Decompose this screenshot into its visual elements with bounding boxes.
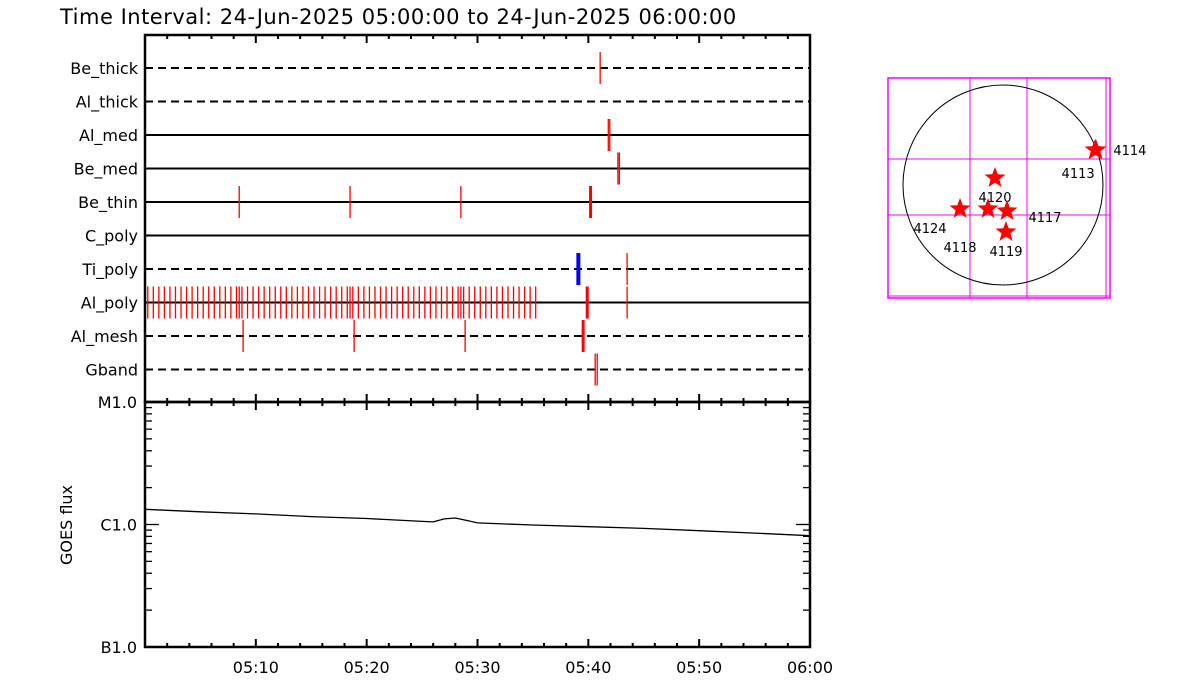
row-label-gband: Gband	[85, 361, 138, 380]
filter-timeline-panel: Be_thick Al_thick Al_med Be_med Be_thin C_pol…	[70, 33, 812, 404]
row-label-al_mesh: Al_mesh	[71, 327, 138, 347]
active-region-star-icon	[984, 167, 1006, 187]
row-label-c_poly: C_poly	[85, 227, 138, 247]
active-region-label: 4113	[1062, 167, 1095, 182]
x-tick-label: 06:00	[787, 658, 833, 677]
goes-flux-line	[144, 508, 811, 537]
chart-title: Time Interval: 24-Jun-2025 05:00:00 to 2…	[59, 5, 737, 29]
row-label-al_thick: Al_thick	[76, 93, 139, 113]
row-label-ti_poly: Ti_poly	[81, 260, 138, 280]
goes-y-tick-label: M1.0	[98, 393, 137, 412]
timeline-frame	[143, 33, 812, 404]
active-region-label: 4114	[1113, 144, 1146, 159]
active-region-star-icon	[1085, 139, 1107, 159]
active-region-label: 4124	[913, 222, 946, 237]
goes-y-tick-label: B1.0	[101, 638, 137, 657]
goes-frame	[143, 400, 812, 649]
row-label-be_thick: Be_thick	[70, 59, 138, 79]
active-region-label: 4119	[989, 245, 1022, 260]
active-region-label: 4118	[943, 241, 976, 256]
map-frame	[887, 77, 1111, 299]
row-label-be_thin: Be_thin	[78, 193, 138, 213]
active-region-label: 4117	[1028, 211, 1061, 226]
active-region-star-icon	[995, 221, 1017, 241]
x-tick-label: 05:50	[676, 658, 722, 677]
solar-limb	[902, 84, 1104, 286]
row-label-al_med: Al_med	[79, 126, 138, 146]
x-tick-label: 05:10	[233, 658, 279, 677]
active-region-star-icon	[949, 198, 971, 218]
row-label-be_med: Be_med	[74, 160, 138, 180]
x-tick-label: 05:40	[565, 658, 611, 677]
x-tick-label: 05:20	[344, 658, 390, 677]
goes-y-axis-label: GOES flux	[57, 485, 76, 565]
goes-flux-panel: M1.0 C1.0 B1.0 05:10 05:20 05:30 05:40 05:50 06:…	[57, 393, 833, 677]
row-label-al_poly: Al_poly	[81, 294, 138, 314]
x-tick-label: 05:30	[454, 658, 500, 677]
active-region-star-icon	[977, 198, 999, 218]
goes-y-tick-label: C1.0	[100, 516, 137, 535]
active-region-star-icon	[996, 200, 1018, 220]
